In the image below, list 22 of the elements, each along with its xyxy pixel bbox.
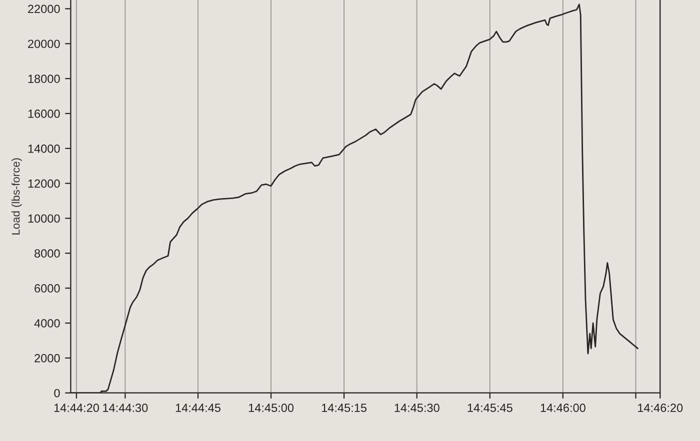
y-tick-label: 2000 bbox=[34, 354, 60, 362]
y-tick-label: 14000 bbox=[28, 144, 60, 153]
x-tick-label: 14:45:15 bbox=[322, 404, 367, 412]
y-tick-label: 4000 bbox=[34, 319, 60, 328]
y-tick-label: 10000 bbox=[28, 214, 60, 223]
y-tick-label: 12000 bbox=[28, 179, 60, 188]
y-tick-label: 20000 bbox=[28, 40, 60, 48]
x-tick-label: 14:44:45 bbox=[176, 404, 220, 412]
x-tick-label: 14:45:30 bbox=[394, 404, 440, 412]
y-tick-label: 22000 bbox=[28, 4, 60, 14]
y-tick-label: 6000 bbox=[34, 284, 60, 293]
y-tick-label: 18000 bbox=[28, 74, 60, 83]
y-tick-label: 8000 bbox=[34, 249, 60, 258]
y-axis-title: Load (lbs-force) bbox=[12, 158, 22, 234]
x-tick-label: 14:45:45 bbox=[468, 404, 512, 412]
x-tick-label: 14:44:30 bbox=[103, 404, 148, 412]
x-tick-label: 14:46:20 bbox=[638, 404, 683, 412]
y-tick-label: 16000 bbox=[28, 110, 60, 118]
x-tick-label: 14:44:20 bbox=[54, 404, 99, 412]
x-tick-label: 14:46:00 bbox=[540, 404, 586, 412]
x-tick-label: 14:45:00 bbox=[248, 404, 294, 412]
y-tick-label: 0 bbox=[54, 388, 60, 398]
